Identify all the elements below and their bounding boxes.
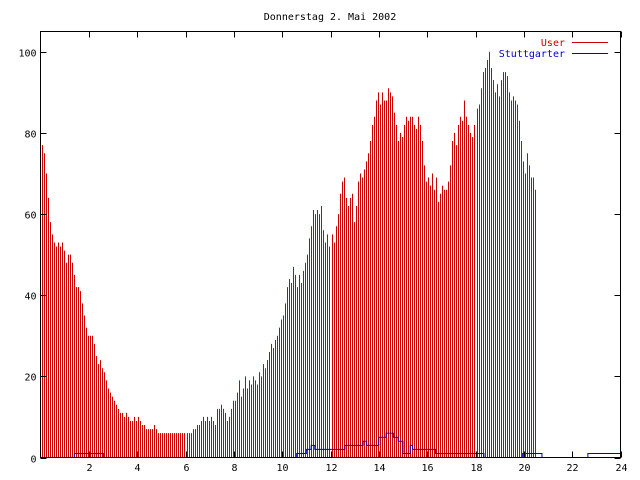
chart-title: Donnerstag 2. Mai 2002 bbox=[264, 12, 396, 23]
y-tick-label: 40 bbox=[24, 292, 36, 303]
x-tick-label: 12 bbox=[325, 463, 337, 474]
x-tick-label: 24 bbox=[615, 463, 627, 474]
x-tick-label: 18 bbox=[470, 463, 482, 474]
legend: User Stuttgarter bbox=[499, 38, 608, 60]
legend-label-stuttgarter: Stuttgarter bbox=[499, 49, 565, 60]
x-tick-label: 14 bbox=[373, 463, 385, 474]
x-tick-label: 8 bbox=[231, 463, 237, 474]
x-tick-label: 4 bbox=[134, 463, 140, 474]
legend-label-user: User bbox=[541, 38, 565, 49]
user-series bbox=[42, 51, 536, 458]
x-axis: 2 4 6 8 10 12 14 16 18 20 22 24 bbox=[86, 31, 628, 474]
x-tick-label: 22 bbox=[566, 463, 578, 474]
y-tick-label: 20 bbox=[24, 373, 36, 384]
x-tick-label: 20 bbox=[518, 463, 530, 474]
x-tick-label: 2 bbox=[86, 463, 92, 474]
y-tick-label: 100 bbox=[18, 49, 36, 60]
y-tick-label: 0 bbox=[30, 455, 36, 466]
x-tick-label: 10 bbox=[276, 463, 288, 474]
y-tick-label: 80 bbox=[24, 130, 36, 141]
y-tick-label: 60 bbox=[24, 211, 36, 222]
x-tick-label: 6 bbox=[183, 463, 189, 474]
y-axis: 0 20 40 60 80 100 bbox=[18, 49, 621, 466]
plot-frame bbox=[40, 31, 621, 458]
x-tick-label: 16 bbox=[421, 463, 433, 474]
